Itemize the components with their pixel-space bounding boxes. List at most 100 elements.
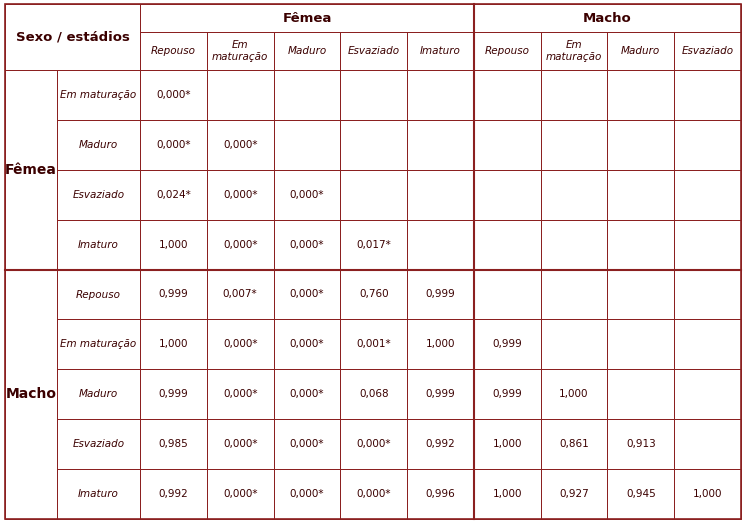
Bar bbox=[273, 269, 340, 320]
Bar bbox=[407, 170, 474, 220]
Text: 0,001*: 0,001* bbox=[356, 339, 391, 349]
Bar bbox=[57, 170, 140, 220]
Text: Repouso: Repouso bbox=[151, 46, 196, 56]
Text: 0,992: 0,992 bbox=[425, 439, 455, 449]
Bar bbox=[474, 269, 541, 320]
Bar bbox=[674, 120, 741, 170]
Text: 0,996: 0,996 bbox=[425, 489, 455, 499]
Bar bbox=[607, 419, 674, 469]
Text: 1,000: 1,000 bbox=[159, 339, 188, 349]
Text: 0,999: 0,999 bbox=[159, 290, 188, 300]
Text: 1,000: 1,000 bbox=[492, 439, 522, 449]
Text: Maduro: Maduro bbox=[621, 46, 661, 56]
Text: 0,999: 0,999 bbox=[425, 389, 455, 399]
Text: 0,000*: 0,000* bbox=[156, 90, 191, 100]
Text: 0,985: 0,985 bbox=[159, 439, 188, 449]
Bar bbox=[407, 419, 474, 469]
Text: 0,000*: 0,000* bbox=[223, 389, 258, 399]
Bar bbox=[273, 320, 340, 369]
Text: Maduro: Maduro bbox=[79, 140, 118, 150]
Bar bbox=[57, 419, 140, 469]
Bar bbox=[207, 469, 273, 519]
Text: Esvaziado: Esvaziado bbox=[348, 46, 400, 56]
Text: 1,000: 1,000 bbox=[159, 240, 188, 249]
Bar bbox=[674, 170, 741, 220]
Bar bbox=[674, 369, 741, 419]
Bar bbox=[207, 120, 273, 170]
Bar bbox=[474, 320, 541, 369]
Bar bbox=[474, 4, 741, 32]
Text: 0,000*: 0,000* bbox=[290, 190, 324, 200]
Bar bbox=[607, 70, 674, 120]
Bar bbox=[474, 469, 541, 519]
Bar bbox=[474, 32, 541, 70]
Bar bbox=[607, 120, 674, 170]
Bar bbox=[607, 269, 674, 320]
Bar bbox=[607, 469, 674, 519]
Text: Maduro: Maduro bbox=[288, 46, 326, 56]
Bar bbox=[474, 120, 541, 170]
Bar bbox=[474, 220, 541, 269]
Bar bbox=[607, 369, 674, 419]
Bar bbox=[140, 70, 207, 120]
Bar bbox=[474, 369, 541, 419]
Bar bbox=[541, 32, 607, 70]
Bar bbox=[273, 419, 340, 469]
Text: Esvaziado: Esvaziado bbox=[682, 46, 734, 56]
Bar bbox=[407, 32, 474, 70]
Bar bbox=[207, 369, 273, 419]
Bar bbox=[273, 369, 340, 419]
Bar bbox=[541, 269, 607, 320]
Text: 0,000*: 0,000* bbox=[290, 489, 324, 499]
Bar bbox=[207, 320, 273, 369]
Text: 0,000*: 0,000* bbox=[356, 439, 391, 449]
Text: 0,861: 0,861 bbox=[559, 439, 589, 449]
Bar bbox=[57, 70, 140, 120]
Text: Imaturo: Imaturo bbox=[420, 46, 461, 56]
Text: 0,927: 0,927 bbox=[559, 489, 589, 499]
Text: 0,007*: 0,007* bbox=[223, 290, 258, 300]
Bar bbox=[207, 70, 273, 120]
Bar bbox=[207, 170, 273, 220]
Bar bbox=[541, 220, 607, 269]
Text: 0,000*: 0,000* bbox=[223, 240, 258, 249]
Bar bbox=[674, 269, 741, 320]
Bar bbox=[5, 4, 140, 70]
Text: 0,000*: 0,000* bbox=[356, 489, 391, 499]
Bar bbox=[140, 269, 207, 320]
Bar bbox=[541, 369, 607, 419]
Bar bbox=[57, 269, 140, 320]
Text: 0,992: 0,992 bbox=[159, 489, 188, 499]
Bar bbox=[607, 320, 674, 369]
Text: 0,000*: 0,000* bbox=[223, 140, 258, 150]
Bar bbox=[140, 469, 207, 519]
Bar bbox=[5, 269, 57, 519]
Bar bbox=[140, 320, 207, 369]
Bar bbox=[340, 419, 407, 469]
Text: 1,000: 1,000 bbox=[425, 339, 455, 349]
Text: 0,068: 0,068 bbox=[359, 389, 389, 399]
Bar bbox=[273, 220, 340, 269]
Bar bbox=[140, 369, 207, 419]
Bar bbox=[407, 320, 474, 369]
Bar bbox=[407, 369, 474, 419]
Bar bbox=[57, 320, 140, 369]
Bar bbox=[674, 70, 741, 120]
Text: 0,024*: 0,024* bbox=[156, 190, 191, 200]
Bar bbox=[607, 170, 674, 220]
Bar bbox=[340, 269, 407, 320]
Text: 0,017*: 0,017* bbox=[356, 240, 391, 249]
Bar bbox=[140, 32, 207, 70]
Bar bbox=[674, 32, 741, 70]
Bar bbox=[407, 269, 474, 320]
Bar bbox=[273, 32, 340, 70]
Text: 0,000*: 0,000* bbox=[290, 290, 324, 300]
Bar bbox=[474, 70, 541, 120]
Text: Fêmea: Fêmea bbox=[282, 12, 332, 25]
Bar bbox=[340, 120, 407, 170]
Bar bbox=[407, 120, 474, 170]
Bar bbox=[340, 369, 407, 419]
Bar bbox=[207, 269, 273, 320]
Text: 1,000: 1,000 bbox=[492, 489, 522, 499]
Bar bbox=[273, 70, 340, 120]
